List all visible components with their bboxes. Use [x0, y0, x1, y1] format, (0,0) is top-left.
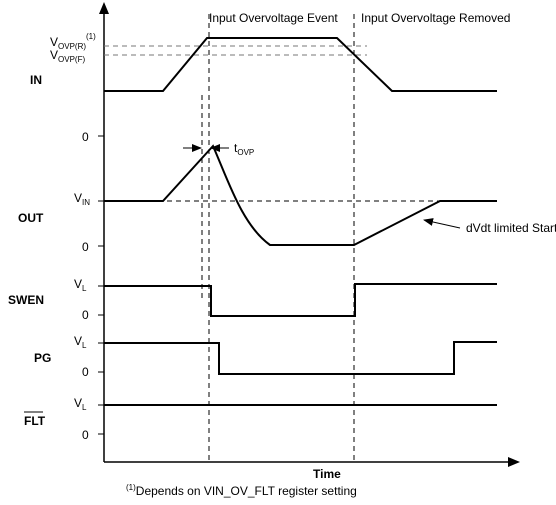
swen-level-vl: VL — [74, 277, 87, 293]
vovp-r-label: VOVP(R) — [50, 35, 86, 51]
signal-label-pg: PG — [34, 351, 51, 365]
event-label-removed: Input Overvoltage Removed — [361, 11, 510, 25]
out-level-zero-top: 0 — [82, 130, 89, 144]
event-label-overvoltage: Input Overvoltage Event — [209, 11, 338, 25]
x-axis-arrow — [508, 457, 520, 467]
dvdt-arrow — [423, 218, 461, 229]
pg-waveform — [104, 341, 497, 375]
pg-level-zero: 0 — [82, 365, 89, 379]
flt-level-vl: VL — [74, 396, 87, 412]
vovp-f-label: VOVP(F) — [50, 48, 85, 64]
out-level-zero: 0 — [82, 240, 89, 254]
out-level-vin: VIN — [74, 191, 90, 207]
signal-label-swen: SWEN — [8, 293, 44, 307]
pg-level-vl: VL — [74, 334, 87, 350]
time-axis-label: Time — [313, 467, 341, 481]
in-waveform — [104, 37, 497, 92]
out-waveform — [104, 144, 497, 246]
signal-label-out: OUT — [18, 211, 44, 225]
swen-level-zero: 0 — [82, 308, 89, 322]
signal-label-flt: FLT — [24, 414, 46, 428]
flt-level-zero: 0 — [82, 428, 89, 442]
swen-waveform — [104, 283, 497, 317]
dvdt-label: dVdt limited Start-up — [466, 221, 556, 235]
y-axis-arrow — [99, 2, 109, 14]
vovp-r-note: (1) — [86, 32, 96, 41]
tovp-label: tOVP — [234, 141, 254, 157]
footnote: (1)Depends on VIN_OV_FLT register settin… — [126, 483, 357, 498]
signal-label-in: IN — [30, 73, 42, 87]
